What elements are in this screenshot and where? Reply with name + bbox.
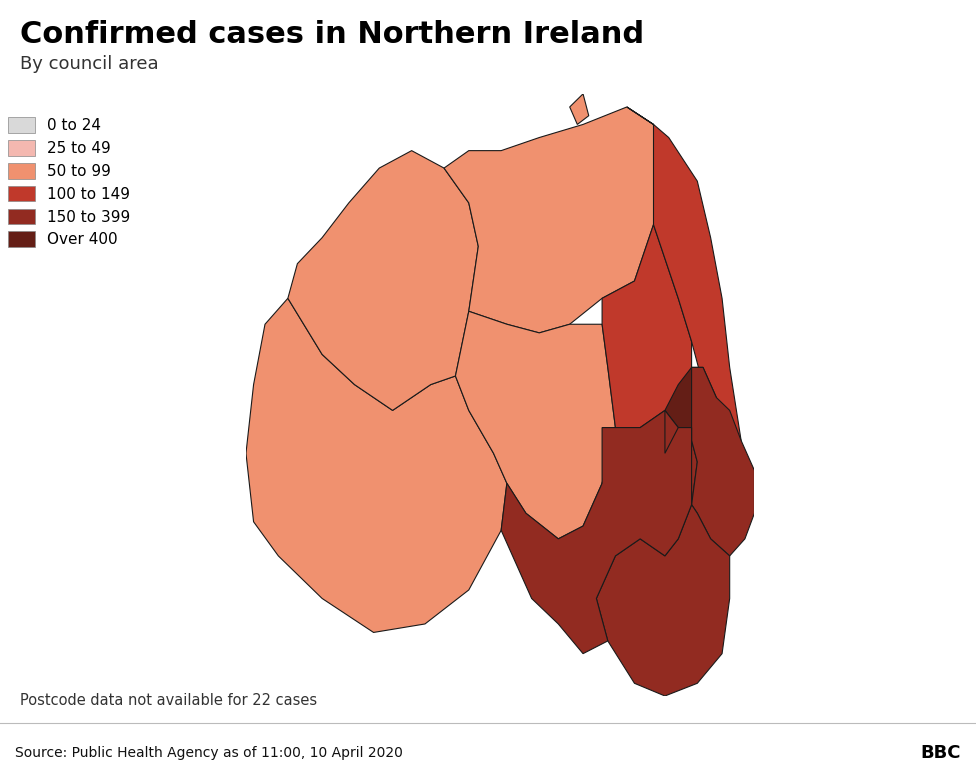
Text: Source: Public Health Agency as of 11:00, 10 April 2020: Source: Public Health Agency as of 11:00…: [15, 746, 402, 759]
Text: Postcode data not available for 22 cases: Postcode data not available for 22 cases: [20, 693, 316, 708]
Polygon shape: [444, 107, 665, 333]
Legend: 0 to 24, 25 to 49, 50 to 99, 100 to 149, 150 to 399, Over 400: 0 to 24, 25 to 49, 50 to 99, 100 to 149,…: [8, 117, 131, 247]
Text: BBC: BBC: [921, 744, 961, 762]
Polygon shape: [246, 298, 507, 633]
Polygon shape: [602, 224, 692, 454]
Polygon shape: [692, 368, 754, 556]
Polygon shape: [596, 504, 730, 696]
Text: Confirmed cases in Northern Ireland: Confirmed cases in Northern Ireland: [20, 20, 643, 48]
Text: By council area: By council area: [20, 55, 158, 73]
Polygon shape: [456, 311, 616, 539]
Polygon shape: [627, 107, 741, 471]
Polygon shape: [570, 94, 589, 124]
Polygon shape: [288, 151, 478, 411]
Polygon shape: [501, 411, 692, 654]
Polygon shape: [665, 368, 716, 440]
Polygon shape: [602, 411, 697, 556]
